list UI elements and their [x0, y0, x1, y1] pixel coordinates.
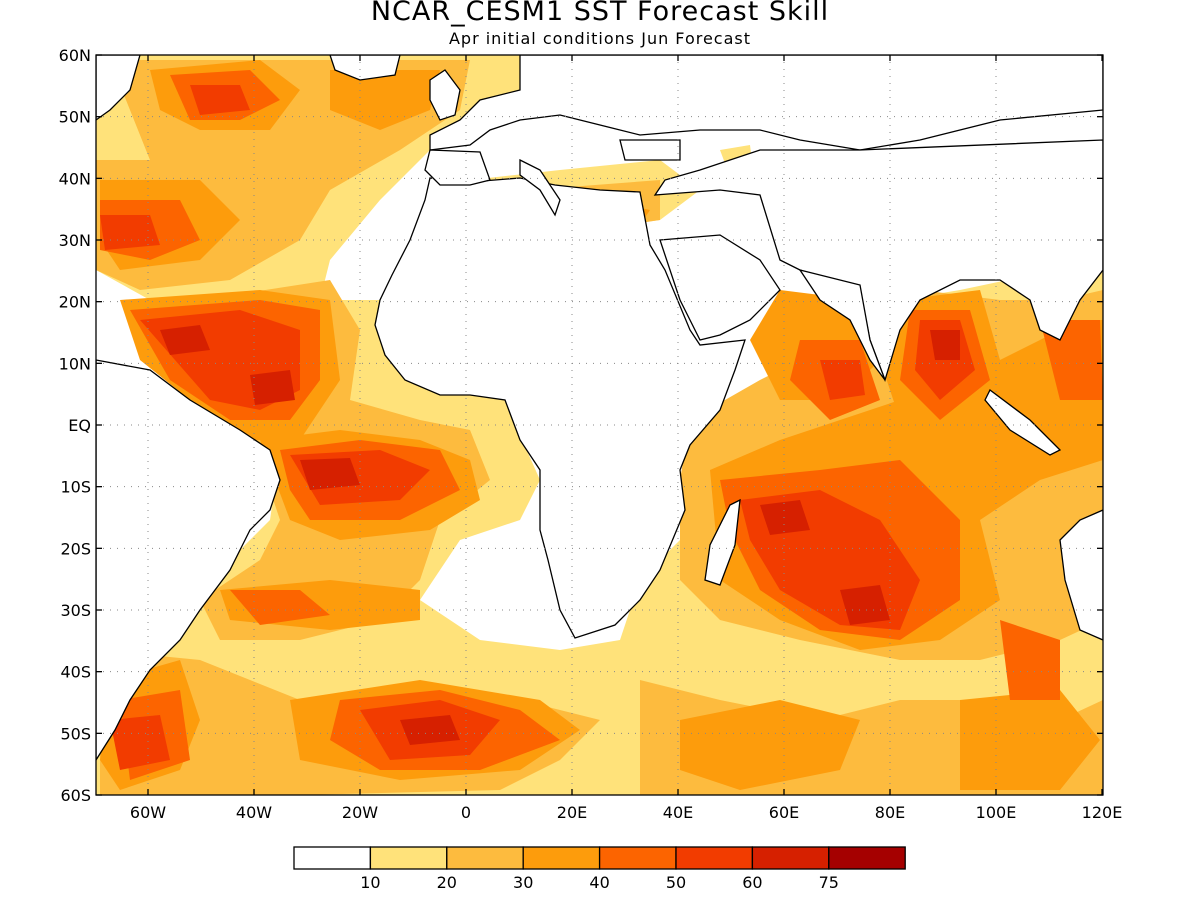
longitude-ticks	[147, 55, 1103, 795]
lat-tick-label: 30S	[60, 601, 91, 620]
legend-tick-label: 10	[360, 873, 380, 892]
skill-level-60-75	[160, 325, 960, 745]
land-masses	[96, 55, 1103, 762]
legend-tick-label: 30	[513, 873, 533, 892]
graticule	[96, 55, 1103, 795]
iberia	[424, 149, 491, 186]
map-title: NCAR_CESM1 SST Forecast Skill	[370, 0, 830, 27]
arabia-asia	[653, 139, 1103, 383]
legend-swatch	[751, 846, 830, 870]
madagascar	[704, 498, 741, 586]
legend-tick-label: 75	[819, 873, 839, 892]
legend-swatch	[369, 846, 448, 870]
legend-swatch	[828, 846, 906, 870]
lon-tick-label: 120E	[1082, 803, 1123, 822]
lat-tick-label: 40S	[60, 663, 91, 682]
arabian-peninsula	[659, 234, 781, 341]
lon-tick-label: 0	[461, 803, 471, 822]
greenland-iceland	[329, 55, 401, 81]
legend-swatch	[446, 846, 524, 870]
latitude-ticks	[96, 54, 1103, 796]
color-legend: 10 20 30 40 50 60 75	[293, 846, 906, 892]
skill-field	[96, 55, 1103, 795]
north-america	[96, 55, 141, 121]
lon-tick-label: 100E	[976, 803, 1017, 822]
lat-tick-label: 20N	[59, 293, 91, 312]
south-america	[96, 359, 281, 762]
lon-tick-label: 20E	[557, 803, 587, 822]
india	[798, 268, 886, 381]
legend-tick-label: 60	[742, 873, 762, 892]
legend-swatch	[675, 846, 754, 870]
australia	[1059, 509, 1103, 641]
legend-tick-label: 20	[437, 873, 457, 892]
lat-tick-label: 50N	[59, 108, 91, 127]
legend-swatch	[293, 846, 372, 870]
lat-tick-label: 50S	[60, 724, 91, 743]
lon-tick-label: 80E	[875, 803, 905, 822]
uk	[429, 69, 461, 121]
legend-tick-label: 40	[589, 873, 609, 892]
lat-tick-label: 30N	[59, 231, 91, 250]
legend-swatch	[522, 846, 601, 870]
latitude-axis: 60N 50N 40N 30N 20N 10N EQ 10S 20S 30S 4…	[59, 46, 91, 805]
lon-tick-label: 40E	[663, 803, 693, 822]
lon-tick-label: 40W	[236, 803, 272, 822]
lat-tick-label: 10S	[60, 478, 91, 497]
lat-tick-label: EQ	[68, 416, 91, 435]
sumatra	[984, 389, 1062, 456]
lon-tick-label: 20W	[342, 803, 378, 822]
lat-tick-label: 60N	[59, 46, 91, 65]
lon-tick-label: 60W	[130, 803, 166, 822]
legend-swatch	[598, 846, 677, 870]
africa	[374, 177, 746, 639]
lat-tick-label: 60S	[60, 786, 91, 805]
lat-tick-label: 40N	[59, 169, 91, 188]
map-subtitle: Apr initial conditions Jun Forecast	[448, 29, 752, 48]
caspian-black-sea-land	[619, 139, 681, 161]
lat-tick-label: 10N	[59, 354, 91, 373]
longitude-axis: 60W 40W 20W 0 20E 40E 60E 80E 100E 120E	[130, 803, 1122, 822]
lat-tick-label: 20S	[60, 539, 91, 558]
lon-tick-label: 60E	[769, 803, 799, 822]
italy	[519, 158, 561, 217]
legend-tick-label: 50	[666, 873, 686, 892]
